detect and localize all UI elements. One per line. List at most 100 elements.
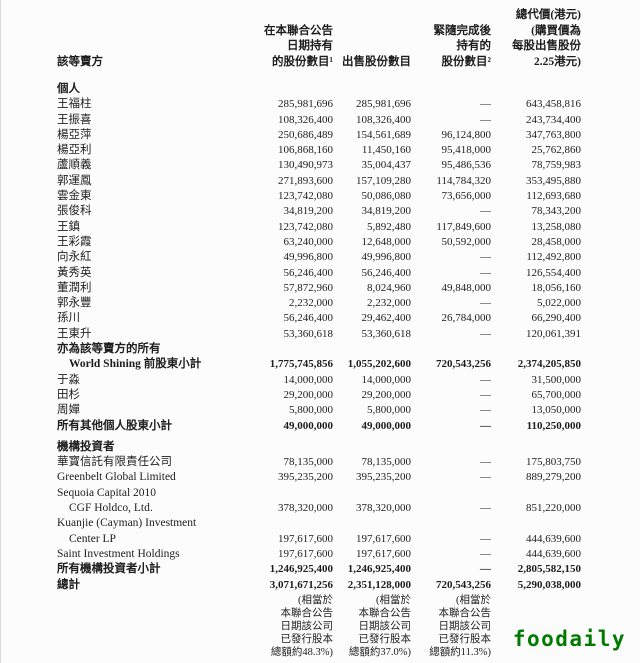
- seller-name: 雲金東: [57, 190, 92, 203]
- shares-held-cell: [245, 440, 333, 455]
- footnote-line: 本聯合公告: [280, 607, 334, 619]
- shares-held-cell: 56,246,400: [283, 312, 334, 325]
- footnote-col1: [57, 594, 245, 659]
- seller-name: 向永紅: [57, 251, 92, 264]
- seller-name: 董潤利: [57, 281, 92, 294]
- shares-held-cell: 5,800,000: [289, 404, 333, 417]
- header-line: 每股出售股份: [512, 40, 581, 52]
- consideration-cell: 13,050,000: [531, 404, 582, 417]
- table-row: Kuanjie (Cayman) Investment: [57, 516, 581, 531]
- consideration-cell: [491, 516, 581, 531]
- shares-held-cell: 1,246,925,400: [269, 563, 333, 576]
- footnote-line: 本聯合公告: [438, 607, 492, 619]
- shares-held-cell: 63,240,000: [283, 235, 334, 248]
- table-row: Saint Investment Holdings 197,617,600 197,…: [57, 547, 581, 562]
- seller-name: 所有其他個人股東小計: [57, 419, 172, 432]
- shares-sold-cell: [333, 440, 411, 455]
- seller-name: 亦為該等賣方的所有: [57, 343, 161, 356]
- shares-held-cell: 106,868,160: [278, 144, 333, 157]
- shares-held-cell: [245, 342, 333, 357]
- header-line: 股份數目²: [441, 55, 491, 68]
- seller-name: 王東升: [57, 327, 92, 340]
- shares-held-cell: 34,819,200: [283, 205, 334, 218]
- consideration-cell: 28,458,000: [531, 235, 582, 248]
- consideration-cell: 25,762,860: [531, 144, 582, 157]
- shares-sold-cell: 395,235,200: [356, 471, 411, 484]
- shares-after-cell: 50,592,000: [441, 235, 492, 248]
- shares-sold-cell: [333, 82, 411, 97]
- footnote-col3: (相當於 本聯合公告 日期該公司 已發行股本 總額約37.0%): [333, 594, 411, 659]
- header-line: 2.25港元): [534, 55, 581, 68]
- shares-sold-cell: [333, 516, 411, 531]
- shares-after-cell: 117,849,600: [436, 220, 491, 233]
- shares-held-cell: 130,490,973: [278, 159, 333, 172]
- consideration-cell: 444,639,600: [526, 547, 581, 560]
- table-header: 該等賣方 在本聯合公告 日期持有 的股份數目¹ 出售股份數目 緊隨完成後 持有的 股份數…: [57, 8, 581, 70]
- shares-after-cell: —: [480, 563, 491, 576]
- seller-name: 總計: [57, 578, 80, 591]
- seller-name: Sequoia Capital 2010: [57, 486, 157, 499]
- seller-name: 所有機構投資者小計: [57, 563, 161, 576]
- shares-sold-cell: 53,360,618: [361, 327, 412, 340]
- consideration-cell: 31,500,000: [531, 373, 582, 386]
- table-row: 華寶信託有限責任公司 78,135,000 78,135,000 — 175,803,7…: [57, 455, 581, 470]
- seller-name: 個人: [57, 83, 80, 95]
- shares-held-cell: [245, 486, 333, 501]
- shares-after-cell: 720,543,256: [436, 578, 491, 591]
- shares-sold-cell: 56,246,400: [361, 266, 412, 279]
- shares-held-cell: 271,893,600: [278, 174, 333, 187]
- table-row: 楊亞萍 250,686,489 154,561,689 96,124,800 347,7…: [57, 128, 581, 143]
- consideration-cell: 126,554,400: [526, 266, 581, 279]
- header-consideration: 總代價(港元) (購買價為 每股出售股份 2.25港元): [491, 8, 581, 70]
- seller-name: 王福柱: [57, 98, 92, 111]
- seller-name: 于淼: [57, 373, 80, 386]
- consideration-cell: 2,374,205,850: [517, 358, 581, 371]
- header-line: 的股份數目¹: [272, 55, 333, 68]
- shares-sold-cell: [333, 342, 411, 357]
- shares-after-cell: 26,784,000: [441, 312, 492, 325]
- table-row: Greenbelt Global Limited 395,235,200 395,2…: [57, 470, 581, 485]
- header-shares-after: 緊隨完成後 持有的 股份數目²: [411, 24, 492, 71]
- table-row: 王鎮 123,742,080 5,892,480 117,849,600 13,258,…: [57, 220, 581, 235]
- shares-sold-cell: 2,232,000: [367, 297, 411, 310]
- footnote-line: 日期該公司: [358, 620, 412, 632]
- consideration-cell: 112,492,800: [526, 251, 581, 264]
- shares-after-cell: —: [480, 388, 491, 401]
- shares-after-cell: [411, 342, 491, 357]
- consideration-cell: 5,290,038,000: [517, 578, 581, 591]
- shares-after-cell: 720,543,256: [436, 358, 491, 371]
- consideration-cell: [491, 342, 581, 357]
- shares-held-cell: 395,235,200: [278, 471, 333, 484]
- table-row: 郭永豐 2,232,000 2,232,000 — 5,022,000: [57, 296, 581, 311]
- footnote-line: 已發行股本: [280, 633, 334, 645]
- shares-held-cell: 2,232,000: [289, 297, 333, 310]
- consideration-cell: 18,056,160: [531, 281, 582, 294]
- shares-after-cell: —: [480, 205, 491, 218]
- shares-after-cell: —: [480, 456, 491, 469]
- seller-name: Saint Investment Holdings: [57, 547, 180, 560]
- shares-after-cell: —: [480, 404, 491, 417]
- shares-held-cell: [245, 516, 333, 531]
- shares-sold-cell: 5,800,000: [367, 404, 411, 417]
- seller-name: 田杉: [57, 388, 80, 401]
- shares-sold-cell: [333, 486, 411, 501]
- seller-name: Kuanjie (Cayman) Investment: [57, 517, 197, 530]
- seller-name: 黃秀英: [57, 266, 92, 279]
- consideration-cell: 66,290,400: [531, 312, 582, 325]
- shares-after-cell: 95,486,536: [441, 159, 492, 172]
- seller-name: Center LP: [69, 532, 116, 545]
- table-row: 蘆順義 130,490,973 35,004,437 95,486,536 78,759…: [57, 158, 581, 173]
- shares-after-cell: 95,418,000: [441, 144, 492, 157]
- shares-held-cell: 49,000,000: [283, 419, 334, 432]
- shares-after-cell: —: [480, 113, 491, 126]
- shares-held-cell: 197,617,600: [278, 532, 333, 545]
- shares-after-cell: [411, 486, 491, 501]
- table-row: 王振喜 108,326,400 108,326,400 — 243,734,400: [57, 113, 581, 128]
- table-row: 郭運鳳 271,893,600 157,109,280 114,784,320 353,…: [57, 174, 581, 189]
- table-row: 王東升 53,360,618 53,360,618 — 120,061,391: [57, 327, 581, 342]
- table-row: 王彩霞 63,240,000 12,648,000 50,592,000 28,458,…: [57, 235, 581, 250]
- table-row: World Shining 前股東小計 1,775,745,856 1,055,20…: [57, 357, 581, 372]
- shares-held-cell: 56,246,400: [283, 266, 334, 279]
- consideration-cell: 78,759,983: [531, 159, 582, 172]
- table-row: 張俊科 34,819,200 34,819,200 — 78,343,200: [57, 204, 581, 219]
